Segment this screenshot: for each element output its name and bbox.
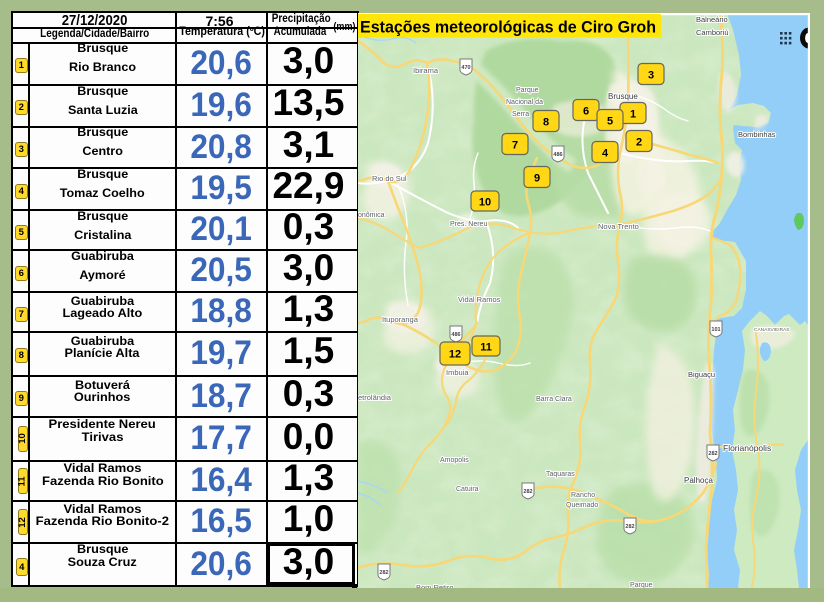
svg-text:Barra Clara: Barra Clara	[536, 396, 572, 403]
svg-text:Palhoça: Palhoça	[684, 476, 713, 485]
svg-text:Vidal Ramos: Vidal Ramos	[458, 295, 501, 304]
svg-text:CANASVIEIRAS: CANASVIEIRAS	[754, 327, 789, 333]
svg-text:3: 3	[648, 69, 654, 81]
svg-text:9: 9	[534, 172, 540, 184]
svg-text:Amopolis: Amopolis	[440, 457, 469, 464]
svg-text:Ituporanga: Ituporanga	[382, 315, 419, 324]
svg-text:486: 486	[553, 152, 562, 158]
svg-text:Serra: Serra	[512, 111, 529, 118]
svg-text:10: 10	[479, 196, 491, 208]
svg-text:Parque: Parque	[516, 87, 539, 94]
svg-text:282: 282	[379, 570, 388, 576]
svg-text:101: 101	[711, 327, 720, 333]
svg-text:Camboriú: Camboriú	[696, 28, 729, 37]
svg-text:etrolândia: etrolândia	[358, 393, 392, 402]
svg-text:Parque: Parque	[630, 582, 653, 588]
svg-text:onômica: onômica	[358, 212, 385, 219]
svg-text:Biguaçu: Biguaçu	[688, 370, 715, 379]
svg-text:6: 6	[583, 105, 589, 117]
svg-text:Brusque: Brusque	[608, 92, 638, 101]
svg-text:470: 470	[461, 65, 470, 71]
svg-text:282: 282	[708, 451, 717, 457]
svg-text:282: 282	[523, 489, 532, 495]
svg-text:486: 486	[451, 332, 460, 338]
svg-text:Ibirama: Ibirama	[413, 66, 439, 75]
svg-text:Florianópolis: Florianópolis	[723, 443, 771, 453]
svg-text:Estações meteorológicas de Cir: Estações meteorológicas de Ciro Groh	[360, 18, 656, 37]
svg-text:Queimado: Queimado	[566, 502, 598, 509]
svg-text:5: 5	[607, 115, 613, 127]
svg-text:Rancho: Rancho	[571, 492, 595, 499]
svg-text:Nova Trento: Nova Trento	[598, 222, 639, 231]
svg-text:Bom Retiro: Bom Retiro	[416, 583, 454, 588]
svg-text:2: 2	[636, 136, 642, 148]
svg-text:Nacional da: Nacional da	[506, 99, 543, 106]
svg-text:Imbuia: Imbuia	[446, 368, 469, 377]
svg-text:Pres. Nereu: Pres. Nereu	[450, 221, 487, 228]
svg-text:4: 4	[602, 147, 609, 159]
svg-text:282: 282	[625, 524, 634, 530]
svg-text:8: 8	[543, 116, 549, 128]
svg-text:11: 11	[480, 341, 492, 353]
svg-text:Taquaras: Taquaras	[546, 471, 575, 478]
svg-text:Bombinhas: Bombinhas	[738, 130, 776, 139]
svg-text:Catuira: Catuira	[456, 486, 479, 493]
svg-text:12: 12	[449, 348, 461, 360]
svg-text:Rio do Sul: Rio do Sul	[372, 174, 407, 183]
svg-text:Balneário: Balneário	[696, 15, 728, 24]
svg-text:1: 1	[630, 108, 636, 120]
svg-text:7: 7	[512, 139, 518, 151]
